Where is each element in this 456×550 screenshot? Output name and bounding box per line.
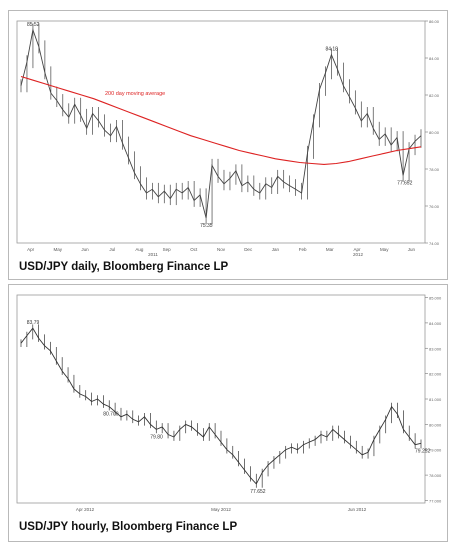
y-tick-label: 78.000 — [429, 473, 442, 478]
daily-chart-panel: 74.00 76.00 78.00 80.00 82.00 84.00 86.00 85.52… — [8, 10, 448, 280]
x-tick-label: Jun — [408, 247, 416, 252]
price-line — [20, 327, 422, 485]
x-tick-label: Mar — [326, 247, 334, 252]
x-tick-label: Jul — [109, 247, 115, 252]
daily-chart-caption: USD/JPY daily, Bloomberg Finance LP — [19, 261, 229, 273]
x-tick-label: May 2012 — [211, 507, 231, 512]
x-tick-label: Oct — [190, 247, 198, 252]
x-tick-label: Nov — [217, 247, 226, 252]
y-tick-label: 84.00 — [429, 56, 440, 61]
annotation-label: 79.80 — [150, 434, 163, 440]
x-tick-label: Jun — [81, 247, 89, 252]
y-tick-label: 78.00 — [429, 167, 440, 172]
price-line — [20, 28, 422, 219]
plot-frame — [16, 20, 426, 244]
annotation-label: 79.252 — [415, 448, 431, 454]
y-tick-label: 74.00 — [429, 241, 440, 246]
hourly-chart-caption: USD/JPY hourly, Bloomberg Finance LP — [19, 521, 238, 533]
year-label: 2011 — [148, 252, 158, 257]
y-tick-label: 85.000 — [429, 296, 442, 301]
y-tick-label: 77.000 — [429, 498, 442, 503]
annotation-label: 83.79 — [27, 320, 40, 326]
annotation-label: 77.652 — [250, 489, 266, 495]
x-tick-label: Apr — [27, 247, 35, 252]
x-tick-label: May — [380, 247, 389, 252]
x-tick-label: Jun 2012 — [348, 507, 367, 512]
x-tick-label: Apr — [353, 247, 361, 252]
y-tick-label: 82.000 — [429, 372, 442, 377]
x-tick-label: Dec — [244, 247, 253, 252]
y-tick-label: 84.000 — [429, 321, 442, 326]
y-tick-label: 76.00 — [429, 204, 440, 209]
y-tick-label: 83.000 — [429, 346, 442, 351]
y-tick-label: 79.000 — [429, 448, 442, 453]
daily-chart: 74.00 76.00 78.00 80.00 82.00 84.00 86.00 85.52… — [16, 19, 440, 257]
x-tick-label: Aug — [135, 247, 144, 252]
moving-average-line — [20, 75, 422, 165]
hourly-chart: 77.000 78.000 79.000 80.000 81.000 82.000 83.0… — [16, 294, 442, 512]
x-tick-label: May — [54, 247, 63, 252]
hourly-chart-panel: 77.000 78.000 79.000 80.000 81.000 82.000 83.0… — [8, 284, 448, 542]
x-tick-label: Sep — [163, 247, 172, 252]
annotation-label: 75.35 — [200, 223, 213, 229]
x-tick-label: Feb — [299, 247, 307, 252]
annotation-label: 77.652 — [397, 180, 413, 186]
plot-frame — [16, 294, 426, 504]
y-tick-label: 80.000 — [429, 422, 442, 427]
x-tick-label: Jan — [272, 247, 280, 252]
annotation-label: 80.700 — [103, 412, 119, 418]
year-label: 2012 — [353, 252, 364, 257]
y-tick-label: 80.00 — [429, 130, 440, 135]
y-tick-label: 81.000 — [429, 397, 442, 402]
y-tick-label: 82.00 — [429, 93, 440, 98]
moving-average-label: 200 day moving average — [105, 91, 165, 97]
annotation-label: 84.18 — [325, 47, 338, 53]
annotation-label: 85.52 — [27, 22, 40, 28]
x-tick-label: Apr 2012 — [76, 507, 95, 512]
y-tick-label: 86.00 — [429, 19, 440, 24]
